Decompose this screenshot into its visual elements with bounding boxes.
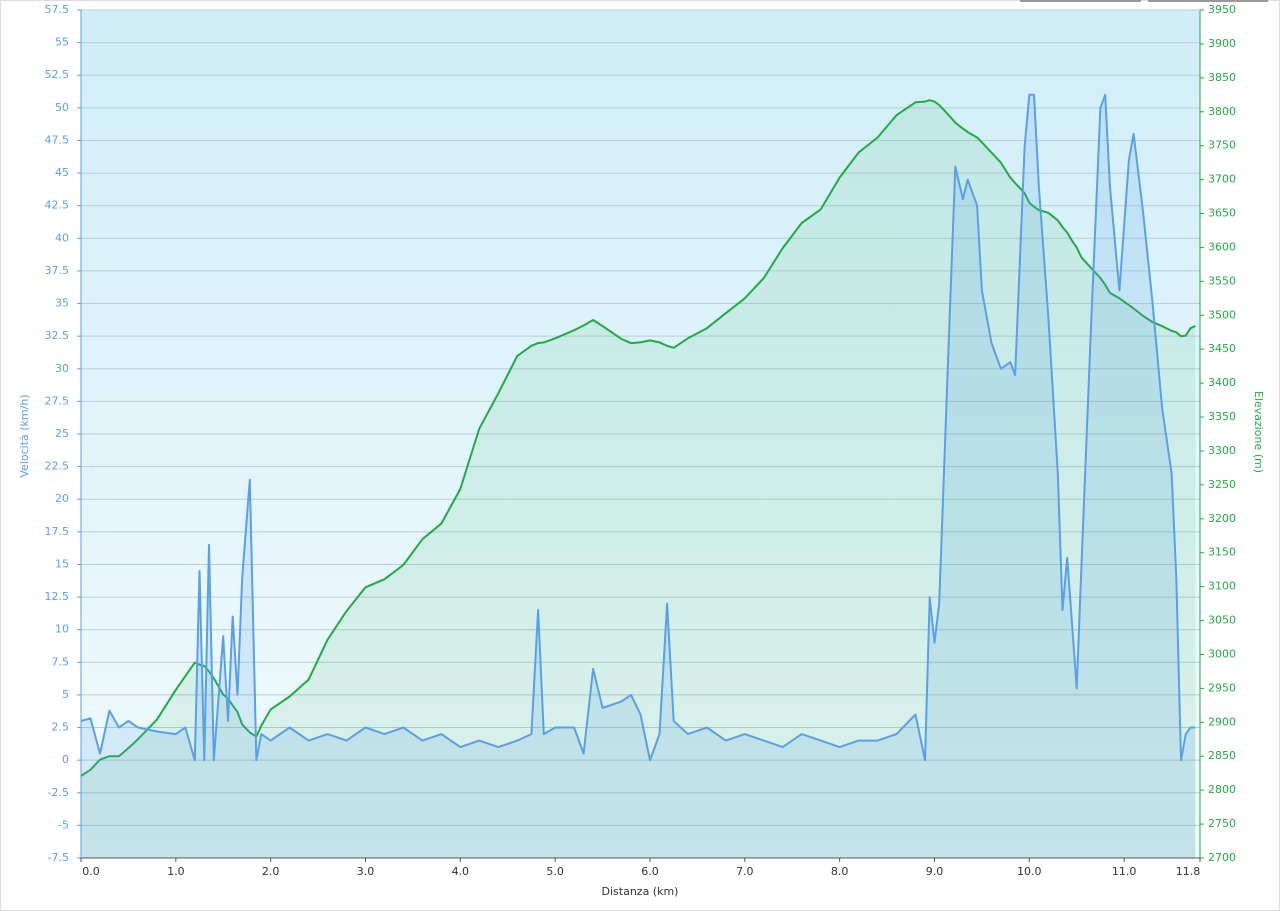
y-tick-label: 22.5 xyxy=(45,460,70,473)
y-tick-label: 50 xyxy=(55,101,69,114)
x-tick-label: 8.0 xyxy=(831,865,849,878)
y2-tick-label: 3150 xyxy=(1208,546,1236,559)
x-tick-label: 6.0 xyxy=(641,865,659,878)
y-tick-label: 47.5 xyxy=(45,133,70,146)
x-tick-label: 2.0 xyxy=(262,865,280,878)
y-tick-label: 37.5 xyxy=(45,264,70,277)
y2-tick-label: 3050 xyxy=(1208,614,1236,627)
x-tick-label: 3.0 xyxy=(357,865,375,878)
x-tick-label: 0.0 xyxy=(82,865,100,878)
y2-tick-label: 3000 xyxy=(1208,647,1236,660)
y-tick-label: -2.5 xyxy=(48,786,69,799)
y2-tick-label: 3400 xyxy=(1208,376,1236,389)
y2-tick-label: 2800 xyxy=(1208,783,1236,796)
y2-tick-label: 2950 xyxy=(1208,681,1236,694)
y-tick-label: 45 xyxy=(55,166,69,179)
y-tick-label: 35 xyxy=(55,297,69,310)
y-tick-label: 0 xyxy=(62,753,69,766)
y2-tick-label: 3250 xyxy=(1208,478,1236,491)
y2-tick-label: 3200 xyxy=(1208,512,1236,525)
y2-tick-label: 3500 xyxy=(1208,308,1236,321)
data-line xyxy=(80,99,1196,777)
y2-tick-label: 3800 xyxy=(1208,105,1236,118)
y-tick-label: 17.5 xyxy=(45,525,70,538)
x-tick-label: 9.0 xyxy=(926,865,944,878)
x-tick-label: 1.0 xyxy=(167,865,185,878)
y2-tick-label: 2750 xyxy=(1208,817,1236,830)
y2-tick-label: 3600 xyxy=(1208,240,1236,253)
area-fill xyxy=(81,94,1196,859)
x-axis-title: Distanza (km) xyxy=(602,885,679,898)
y2-tick-label: 3950 xyxy=(1208,3,1236,16)
y-tick-label: 7.5 xyxy=(52,655,70,668)
y-tick-label: 10 xyxy=(55,623,69,636)
y2-tick-label: 3700 xyxy=(1208,173,1236,186)
y-tick-label: 52.5 xyxy=(45,68,70,81)
y2-tick-label: 2850 xyxy=(1208,749,1236,762)
y-tick-label: 12.5 xyxy=(45,590,70,603)
y2-tick-label: 3750 xyxy=(1208,139,1236,152)
y-tick-label: 32.5 xyxy=(45,329,70,342)
area-fill xyxy=(81,100,1196,858)
data-line xyxy=(80,93,1196,762)
y-tick-label: 57.5 xyxy=(45,3,70,16)
x-tick-label: 5.0 xyxy=(546,865,564,878)
y-tick-label: 20 xyxy=(55,492,69,505)
y2-tick-label: 3900 xyxy=(1208,37,1236,50)
y-tick-label: 15 xyxy=(55,557,69,570)
y-tick-label: 55 xyxy=(55,36,69,49)
y2-tick-label: 3850 xyxy=(1208,71,1236,84)
y2-tick-label: 2900 xyxy=(1208,715,1236,728)
y2-tick-label: 2700 xyxy=(1208,851,1236,864)
y2-tick-label: 3450 xyxy=(1208,342,1236,355)
y-tick-label: -5 xyxy=(58,818,69,831)
y-tick-label: 40 xyxy=(55,231,69,244)
y2-tick-label: 3550 xyxy=(1208,274,1236,287)
y2-tick-label: 3350 xyxy=(1208,410,1236,423)
y2-tick-label: 3300 xyxy=(1208,444,1236,457)
y-tick-label: 42.5 xyxy=(45,199,70,212)
x-tick-label: 10.0 xyxy=(1017,865,1042,878)
x-tick-label: 11.8 xyxy=(1176,865,1201,878)
y-tick-label: 2.5 xyxy=(52,721,70,734)
y-axis-title: Velocità (km/h) xyxy=(18,394,31,477)
y-tick-label: 25 xyxy=(55,427,69,440)
y-tick-label: 5 xyxy=(62,688,69,701)
y-tick-label: -7.5 xyxy=(48,851,69,864)
x-tick-label: 4.0 xyxy=(452,865,470,878)
y2-tick-label: 3650 xyxy=(1208,207,1236,220)
y-tick-label: 30 xyxy=(55,362,69,375)
y2-tick-label: 3100 xyxy=(1208,580,1236,593)
y2-axis-title: Elevazione (m) xyxy=(1252,391,1265,473)
y-tick-label: 27.5 xyxy=(45,394,70,407)
x-tick-label: 7.0 xyxy=(736,865,754,878)
x-tick-label: 11.0 xyxy=(1112,865,1137,878)
